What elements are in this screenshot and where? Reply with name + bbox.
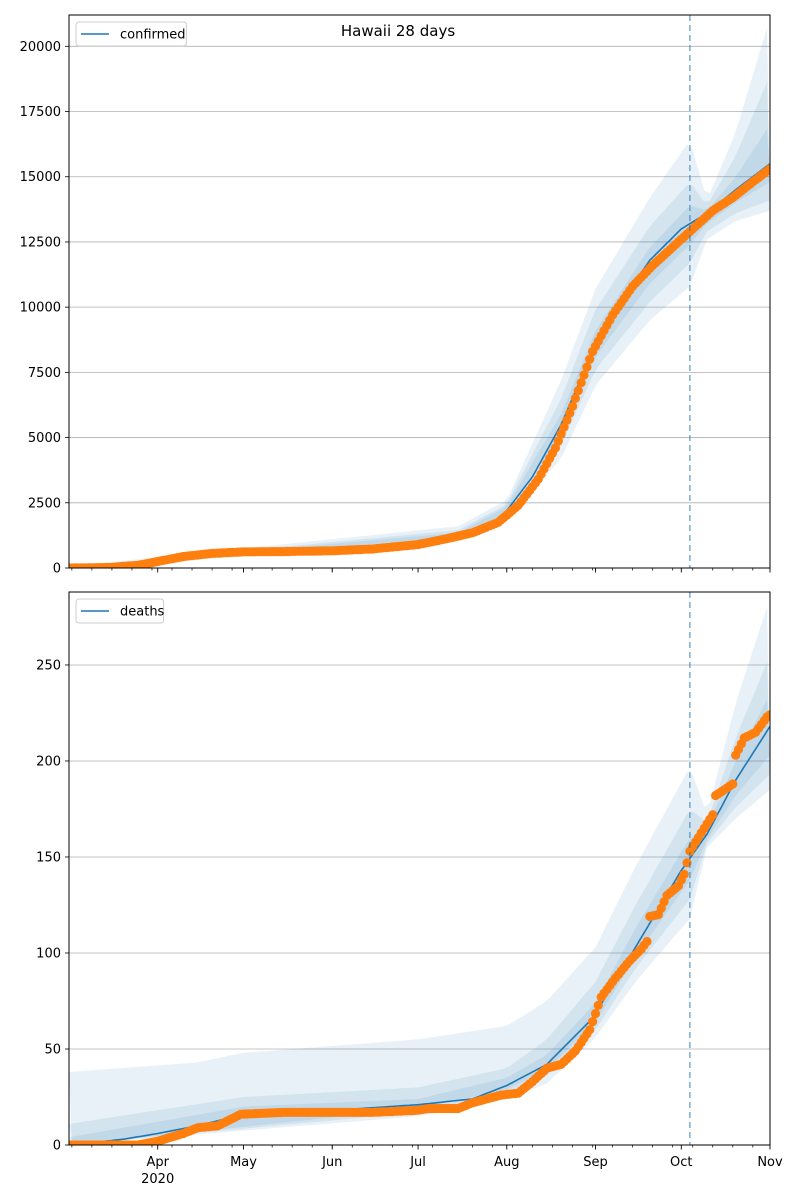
y-tick-label: 5000 (28, 431, 61, 446)
x-tick-label: Oct (670, 1155, 692, 1170)
y-tick-label: 7500 (28, 366, 61, 381)
observed-point (642, 936, 652, 947)
observed-point (576, 378, 586, 388)
x-tick-label: Jun (321, 1155, 342, 1170)
x-tick-label: May (230, 1155, 257, 1170)
uncertainty-band-2 (69, 81, 770, 568)
y-tick-label: 100 (36, 946, 61, 961)
observed-point (568, 401, 578, 411)
observed-point (565, 408, 575, 418)
observed-point (588, 1017, 598, 1027)
y-tick-label: 17500 (20, 105, 61, 120)
legend: deaths (75, 598, 165, 624)
y-tick-label: 20000 (20, 40, 61, 55)
observed-point (708, 810, 718, 820)
observed-point (679, 869, 689, 879)
y-tick-label: 0 (53, 562, 61, 577)
observed-point (556, 429, 566, 439)
panel-deaths: 0 50 100 150 200 250 Apr 2020 May Jun Jul Aug Sep Oct… (36, 591, 783, 1187)
observed-point (590, 1008, 601, 1019)
x-tick-sublabel: 2020 (141, 1172, 174, 1187)
figure-title: Hawaii 28 days (341, 22, 455, 40)
x-tick-label: Apr (146, 1155, 169, 1170)
y-tick-label: 15000 (20, 170, 61, 185)
x-tick-label: Aug (494, 1155, 519, 1170)
observed-point (550, 443, 561, 453)
y-tick-label: 10000 (20, 301, 61, 316)
observed-point (562, 415, 572, 425)
legend: confirmed (75, 21, 187, 47)
x-tick-label: Jul (409, 1155, 426, 1170)
observed-point (573, 386, 583, 396)
y-tick-label: 12500 (20, 235, 61, 250)
observed-point (570, 393, 581, 403)
y-tick-label: 0 (53, 1139, 61, 1154)
legend-label: confirmed (120, 28, 186, 43)
observed-point (765, 164, 770, 174)
observed-points (69, 164, 770, 568)
legend-box (75, 598, 165, 624)
observed-point (559, 422, 569, 432)
observed-point (593, 1000, 603, 1010)
observed-points (69, 710, 770, 1145)
y-tick-label: 50 (44, 1042, 61, 1057)
observed-point (585, 354, 595, 364)
y-tick-label: 150 (36, 850, 61, 865)
axes-frame (68, 591, 771, 1146)
panel-confirmed: 0 2500 5000 7500 10000 12500 15000 17500 20000 co… (20, 14, 771, 577)
plot-area (69, 27, 770, 568)
observed-point (585, 1025, 595, 1035)
observed-point (728, 779, 738, 789)
legend-label: deaths (120, 605, 165, 620)
y-tick-label: 2500 (28, 496, 61, 511)
axes-frame (68, 14, 771, 569)
plot-area (69, 606, 770, 1145)
observed-point (582, 362, 592, 372)
observed-point (553, 436, 563, 446)
y-tick-label: 200 (36, 754, 61, 769)
x-tick-label: Nov (757, 1155, 783, 1170)
observed-point (765, 710, 770, 720)
observed-point (579, 370, 589, 380)
y-tick-label: 250 (36, 658, 61, 673)
x-tick-label: Sep (583, 1155, 608, 1170)
legend-box (75, 21, 187, 47)
